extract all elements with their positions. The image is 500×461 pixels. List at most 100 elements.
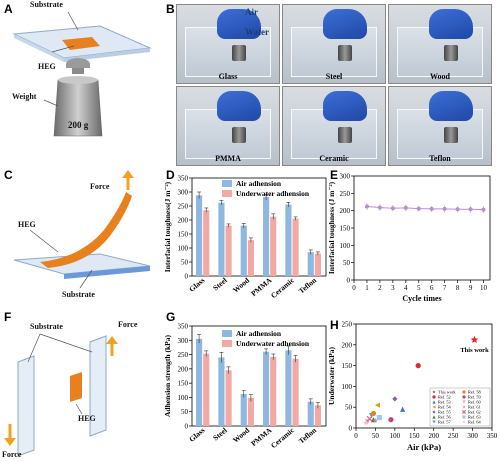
chart-g-ytick-label: 200 xyxy=(178,365,189,373)
legend-box xyxy=(429,387,491,427)
chart-e-xlabel: Cycle times xyxy=(402,294,441,303)
legend-marker xyxy=(462,390,466,394)
bar xyxy=(307,401,314,426)
chart-e-ylabel: Interfacial toughness (J m⁻²) xyxy=(327,181,336,274)
panel-label-f: F xyxy=(4,310,12,324)
chart-e-xtick-label: 1 xyxy=(365,284,369,292)
data-point xyxy=(376,415,382,421)
data-point xyxy=(366,415,373,422)
chart-h-comparison-scatter: 0 50 100 150 200 250 Underwater (kPa) 0 50 100 150… xyxy=(327,321,498,453)
chart-e-xtick-label: 10 xyxy=(480,284,488,292)
chart-d-ytick-label: 150 xyxy=(178,231,189,239)
label-force-bottom-f: Force xyxy=(2,450,22,459)
label-air: Air xyxy=(245,7,258,17)
photo-caption: Steel xyxy=(325,72,343,81)
data-point xyxy=(470,335,479,344)
label-substrate-c: Substrate xyxy=(62,290,95,299)
panel-label-a: A xyxy=(4,2,13,16)
chart-e-xtick-label: 8 xyxy=(456,284,460,292)
data-point xyxy=(392,396,398,402)
panel-label-c: C xyxy=(4,168,13,182)
chart-g-ytick-label: 150 xyxy=(178,380,189,388)
legend-label: Ref. 63 xyxy=(468,415,481,420)
legend-label: Ref. 59 xyxy=(468,395,481,400)
legend-marker xyxy=(432,415,436,419)
legend-marker xyxy=(432,390,436,394)
chart-h-ytick-label: 50 xyxy=(345,404,353,412)
data-point xyxy=(403,205,408,210)
chart-g-adhesion-strength: 0 50 100 150 200 250 300 350 Adhension strength … xyxy=(163,323,327,450)
category-label: Teflon xyxy=(297,275,319,295)
category-label: Teflon xyxy=(297,425,319,445)
data-point xyxy=(388,417,394,423)
legend-label: Underwater adhension xyxy=(236,339,310,348)
weight-hook xyxy=(66,58,90,68)
bar xyxy=(285,350,292,426)
chart-h-xtick-label: 50 xyxy=(372,432,380,440)
chart-e-ytick-label: 0 xyxy=(347,277,351,285)
chart-e-frame xyxy=(353,175,491,281)
label-substrate-a: Substrate xyxy=(30,0,63,9)
bar xyxy=(203,353,210,426)
substrate-right xyxy=(89,335,107,437)
data-point xyxy=(416,206,421,211)
chart-e-ytick-label: 300 xyxy=(340,173,351,181)
data-point xyxy=(415,363,421,369)
data-point-stroke xyxy=(366,415,373,422)
chart-e-ytick-label: 150 xyxy=(340,225,351,233)
label-water: Water xyxy=(245,27,269,37)
bar xyxy=(196,195,203,276)
legend-marker xyxy=(432,395,436,399)
chart-e-ytick-label: 200 xyxy=(340,207,351,215)
chart-g-ylabel: Adhension strength (kPa) xyxy=(163,335,172,417)
legend-marker xyxy=(432,420,436,424)
bar xyxy=(314,405,321,426)
legend-swatch xyxy=(222,340,232,347)
heg-block xyxy=(70,372,82,402)
chart-h-ytick-label: 0 xyxy=(349,425,353,433)
chart-g-ytick-label: 300 xyxy=(178,337,189,345)
legend-label: Ref. 53 xyxy=(438,400,451,405)
data-point xyxy=(364,204,369,209)
chart-d-ytick-label: 250 xyxy=(178,203,189,211)
chart-d-interfacial-toughness: 0 50 100 150 200 250 300 350 Interfacial toughne… xyxy=(163,175,327,300)
label-mass-a: 200 g xyxy=(68,120,89,130)
chart-h-frame xyxy=(355,323,493,429)
chart-e-xtick-label: 4 xyxy=(404,284,408,292)
chart-h-xtick-label: 200 xyxy=(428,432,439,440)
chart-h-xlabel: Air (kPa) xyxy=(407,442,441,452)
legend-label: Ref. 54 xyxy=(438,405,452,410)
series-line xyxy=(366,206,484,211)
chart-e-xtick-label: 9 xyxy=(469,284,473,292)
legend-marker xyxy=(432,410,436,414)
chart-e-ytick-label: 100 xyxy=(340,242,351,250)
chart-h-xtick-label: 100 xyxy=(390,432,401,440)
legend-marker xyxy=(461,409,467,415)
chart-e-xtick-label: 0 xyxy=(352,284,356,292)
chart-h-ytick-label: 100 xyxy=(342,383,353,391)
photo-wood: Wood xyxy=(388,4,492,84)
chart-h-ylabel: Underwater (kPa) xyxy=(327,347,336,405)
category-label: Glass xyxy=(187,426,206,444)
chart-d-ytick-label: 50 xyxy=(181,259,189,267)
category-label: Ceramic xyxy=(269,275,296,300)
label-weight-a: Weight xyxy=(12,92,37,101)
chart-d-ytick-label: 300 xyxy=(178,189,189,197)
photo-pmma: PMMA xyxy=(176,86,280,166)
bar xyxy=(240,225,247,276)
bar xyxy=(247,398,254,426)
bar xyxy=(225,225,232,276)
chart-h-xtick-label: 150 xyxy=(409,432,420,440)
legend-marker xyxy=(432,400,436,404)
chart-g-frame xyxy=(191,325,327,427)
panel-f-illustration xyxy=(4,333,118,457)
legend-marker xyxy=(462,420,466,424)
bar xyxy=(263,197,270,276)
chart-h-ytick-label: 250 xyxy=(342,321,353,329)
category-label: Steel xyxy=(211,276,229,293)
bar xyxy=(218,357,225,426)
legend-marker xyxy=(462,405,466,409)
chart-h-xtick-label: 350 xyxy=(487,432,498,440)
legend-label: Underwater adhension xyxy=(236,189,310,198)
chart-h-ytick-label: 200 xyxy=(342,341,353,349)
